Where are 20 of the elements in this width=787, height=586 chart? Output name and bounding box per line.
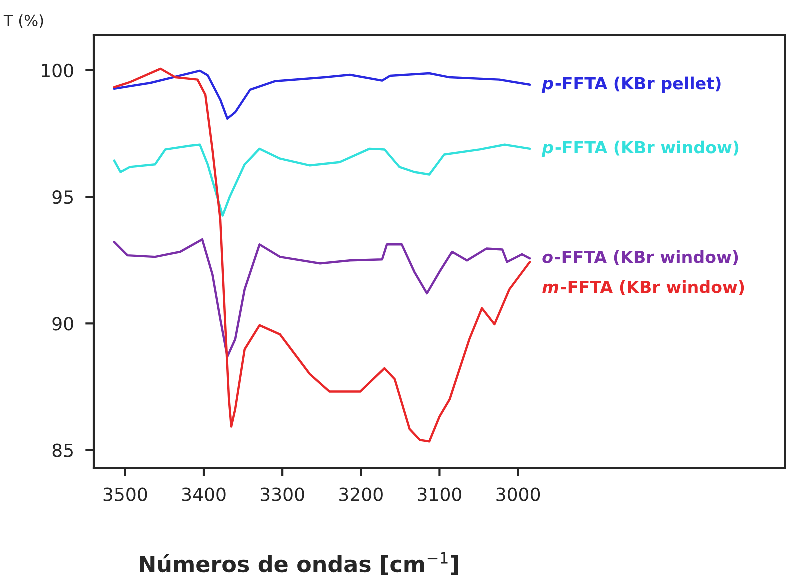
y-tick-label: 100 xyxy=(42,64,74,78)
series-label: p-FFTA (KBr pellet) xyxy=(542,76,721,93)
x-tick-label: 3400 xyxy=(182,488,226,502)
y-tick-label: 95 xyxy=(52,190,73,204)
x-axis-title: Números de ondas [cm$^{−1}$] xyxy=(140,552,458,576)
x-tick-label: 3500 xyxy=(104,488,148,502)
x-tick-label: 3300 xyxy=(260,488,304,502)
line-series xyxy=(113,70,532,120)
x-tick-label: 3200 xyxy=(340,488,383,502)
y-tick-label: 90 xyxy=(52,317,74,331)
y-axis-title: T (%) xyxy=(4,14,44,28)
x-tick-label: 3100 xyxy=(418,488,462,502)
x-tick-label: 3000 xyxy=(496,488,540,502)
series-label: p-FFTA (KBr window) xyxy=(542,140,739,158)
line-series xyxy=(113,68,532,443)
series-label: m-FFTA (KBr window) xyxy=(542,280,744,296)
line-series xyxy=(113,144,532,217)
series-label: o-FFTA (KBr window) xyxy=(542,250,738,266)
y-tick-label: 85 xyxy=(52,444,73,458)
line-series xyxy=(113,238,532,358)
